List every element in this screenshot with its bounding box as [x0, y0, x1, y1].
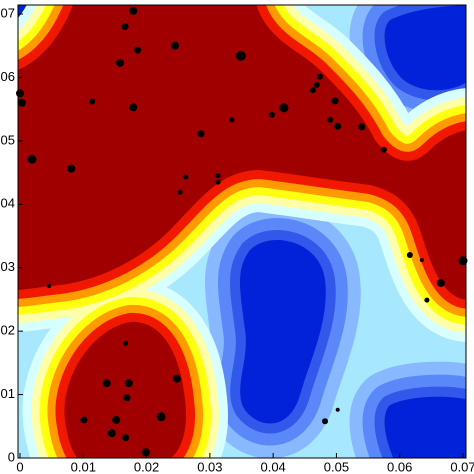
x-tick-label: 0.01 — [71, 459, 96, 474]
contour-field — [18, 5, 466, 458]
point — [215, 179, 221, 185]
point — [279, 103, 289, 113]
point — [313, 82, 320, 89]
point — [235, 50, 246, 61]
y-tick-label: 0.04 — [0, 196, 15, 211]
point — [134, 46, 142, 54]
point — [129, 103, 138, 112]
point — [215, 173, 221, 179]
y-tick-label: 0 — [8, 449, 15, 464]
point — [122, 434, 130, 442]
point — [121, 23, 129, 31]
point — [424, 297, 430, 303]
point — [268, 111, 275, 118]
point — [112, 415, 121, 424]
point — [177, 189, 183, 195]
point — [172, 374, 181, 383]
x-tick-label: 0.05 — [324, 459, 349, 474]
point — [156, 412, 166, 422]
x-tick-label: 0.04 — [260, 459, 285, 474]
point — [123, 394, 131, 402]
point — [89, 98, 96, 105]
y-tick-label: 0.02 — [0, 323, 15, 338]
y-tick-label: 0.07 — [0, 5, 15, 20]
point — [80, 416, 88, 424]
point — [458, 256, 468, 266]
point — [380, 146, 387, 153]
point — [16, 89, 24, 98]
point — [316, 73, 323, 80]
x-tick-label: 0.03 — [197, 459, 222, 474]
point — [436, 278, 445, 287]
point — [47, 284, 52, 289]
point — [327, 116, 334, 123]
x-tick-label: 0 — [16, 459, 23, 474]
y-tick-label: 0.03 — [0, 259, 15, 274]
x-tick-label: 0.06 — [387, 459, 412, 474]
point — [197, 130, 205, 138]
point — [124, 379, 133, 388]
point — [141, 448, 150, 457]
x-tick-label: 0.07 — [450, 459, 474, 474]
point — [335, 407, 340, 412]
point — [331, 97, 339, 105]
point — [229, 117, 235, 123]
point — [406, 252, 413, 259]
y-tick-label: 0.06 — [0, 69, 15, 84]
point — [67, 164, 76, 173]
point — [183, 174, 189, 180]
point — [17, 98, 26, 107]
y-tick-label: 0.01 — [0, 386, 15, 401]
point — [171, 41, 180, 50]
point — [123, 340, 129, 346]
y-tick-label: 0.05 — [0, 132, 15, 147]
point — [107, 429, 116, 438]
point — [115, 58, 124, 67]
point — [102, 379, 111, 388]
point — [310, 87, 317, 94]
x-tick-label: 0.02 — [134, 459, 159, 474]
point — [334, 122, 342, 130]
point — [419, 258, 424, 263]
point — [129, 6, 138, 15]
point — [27, 154, 37, 164]
plot-frame — [17, 4, 467, 459]
marks: 0 0.01 0.02 0.03 0.04 0.05 0.06 0.07 0 0.01 0.02 0.… — [0, 5, 474, 474]
point — [358, 123, 366, 131]
point — [322, 418, 329, 425]
